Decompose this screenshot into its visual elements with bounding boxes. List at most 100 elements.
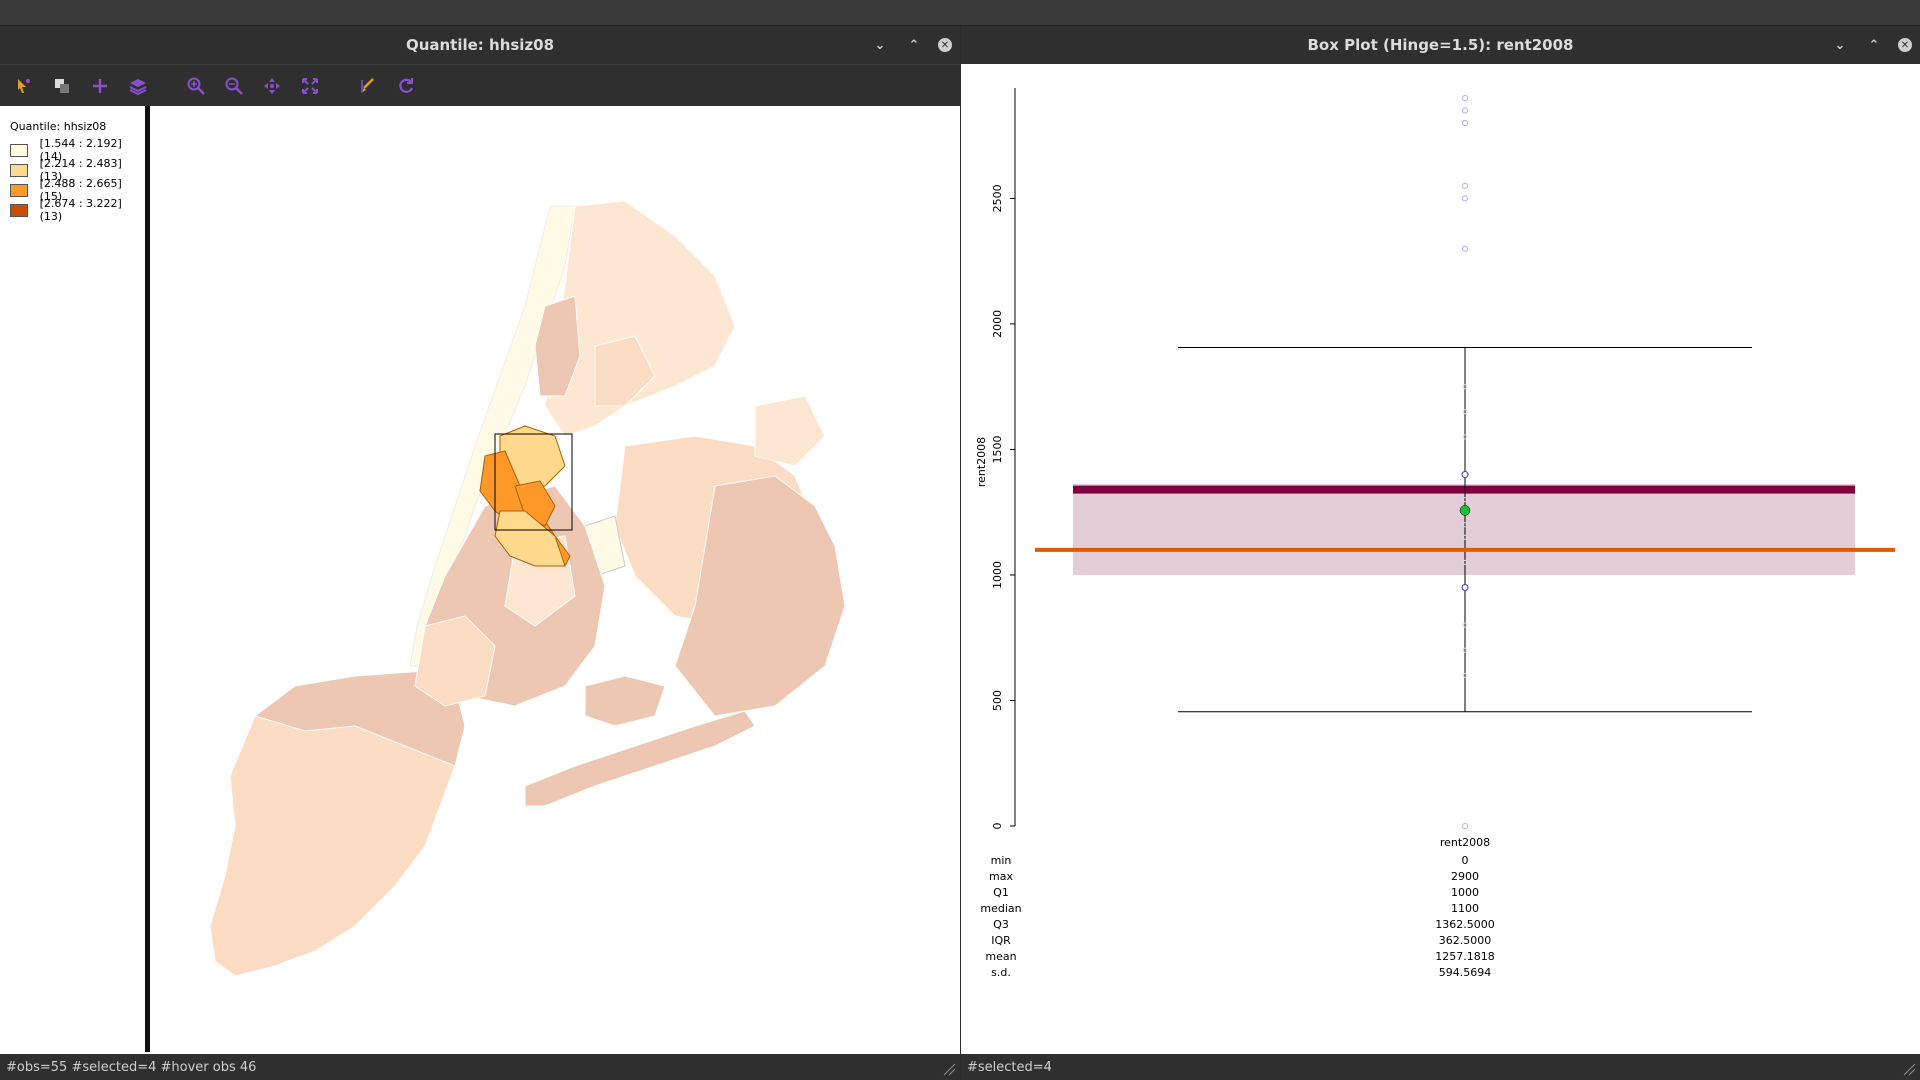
data-point[interactable] xyxy=(1462,672,1468,678)
selected-mean-band xyxy=(1073,485,1855,494)
map-region-bay-islands[interactable] xyxy=(584,675,666,727)
stat-value: 2900 xyxy=(1451,870,1479,883)
brush-icon[interactable] xyxy=(354,72,382,100)
legend-label: [2.488 : 2.665] (15) xyxy=(39,177,122,203)
selected-point[interactable] xyxy=(1461,584,1469,592)
map-window-titlebar[interactable]: Quantile: hhsiz08 ⌄ ⌃ ✕ xyxy=(0,26,960,64)
resize-grip-icon[interactable] xyxy=(1902,1062,1916,1076)
boxplot-window: Box Plot (Hinge=1.5): rent2008 ⌄ ⌃ ✕ 0 50… xyxy=(961,26,1920,1080)
legend-swatch xyxy=(10,163,28,177)
layers-icon[interactable] xyxy=(124,72,152,100)
data-points xyxy=(1461,95,1469,829)
maximize-icon[interactable]: ⌃ xyxy=(1868,37,1880,53)
data-point[interactable] xyxy=(1462,409,1468,415)
outlier-point[interactable] xyxy=(1462,245,1468,252)
y-tick-label: 0 xyxy=(991,823,1004,830)
legend-swatch xyxy=(10,183,28,197)
pan-icon[interactable] xyxy=(258,72,286,100)
legend-item[interactable]: [2.674 : 3.222] (13) xyxy=(10,197,145,223)
legend-item[interactable]: [1.544 : 2.192] (14) xyxy=(10,137,145,163)
map-region-bronx-3[interactable] xyxy=(594,335,656,407)
resize-grip-icon[interactable] xyxy=(942,1062,956,1076)
map-status-bar: #obs=55 #selected=4 #hover obs 46 xyxy=(0,1054,960,1080)
x-axis-label: rent2008 xyxy=(1440,836,1490,849)
legend-item[interactable]: [2.214 : 2.483] (13) xyxy=(10,157,145,183)
map-region-bronx-2[interactable] xyxy=(534,295,581,397)
maximize-icon[interactable]: ⌃ xyxy=(908,37,920,53)
data-point[interactable] xyxy=(1462,622,1468,628)
boxplot-status-text: #selected=4 xyxy=(967,1059,1052,1075)
legend-title: Quantile: hhsiz08 xyxy=(10,120,107,133)
y-tick-label: 2000 xyxy=(991,310,1004,338)
legend-label: [1.544 : 2.192] (14) xyxy=(39,137,122,163)
legend-swatch xyxy=(10,203,28,217)
choropleth-map-canvas[interactable] xyxy=(155,106,960,1052)
choropleth-map[interactable] xyxy=(155,106,960,1052)
stat-value: 1257.1818 xyxy=(1435,950,1495,963)
map-region-selected-4[interactable] xyxy=(494,510,566,567)
stat-label: Q1 xyxy=(993,886,1009,899)
mean-marker xyxy=(1459,505,1471,516)
select-icon[interactable] xyxy=(10,72,38,100)
legend-swatch xyxy=(10,143,28,157)
layers-select-icon[interactable] xyxy=(48,72,76,100)
map-window-title: Quantile: hhsiz08 xyxy=(405,36,555,54)
stat-label: IQR xyxy=(991,934,1011,947)
y-tick-label: 1500 xyxy=(991,435,1004,463)
outlier-point[interactable] xyxy=(1462,120,1468,127)
y-tick-label: 500 xyxy=(991,690,1004,711)
data-point[interactable] xyxy=(1462,497,1468,503)
boxplot-status-bar: #selected=4 xyxy=(961,1054,1920,1080)
map-region-rockaway[interactable] xyxy=(524,710,756,807)
y-axis-label: rent2008 xyxy=(975,437,988,487)
outlier-point[interactable] xyxy=(1462,107,1468,114)
outlier-point[interactable] xyxy=(1462,195,1468,202)
y-tick-label: 1000 xyxy=(991,561,1004,589)
close-icon[interactable]: ✕ xyxy=(1898,38,1912,52)
y-tick-label: 2500 xyxy=(991,184,1004,212)
data-point[interactable] xyxy=(1462,522,1468,528)
data-point[interactable] xyxy=(1462,434,1468,440)
boxplot-window-title: Box Plot (Hinge=1.5): rent2008 xyxy=(1307,36,1574,54)
minimize-icon[interactable]: ⌄ xyxy=(874,37,886,53)
outlier-point[interactable] xyxy=(1462,823,1468,829)
legend-label: [2.214 : 2.483] (13) xyxy=(39,157,122,183)
zoom-out-icon[interactable] xyxy=(220,72,248,100)
box-iqr[interactable] xyxy=(1073,483,1855,575)
map-legend: Quantile: hhsiz08 [1.544 : 2.192] (14) [… xyxy=(0,106,150,1052)
stat-value: 362.5000 xyxy=(1439,934,1492,947)
refresh-icon[interactable] xyxy=(392,72,420,100)
fit-extent-icon[interactable] xyxy=(296,72,324,100)
stat-value: 594.5694 xyxy=(1439,966,1492,979)
map-window: Quantile: hhsiz08 ⌄ ⌃ ✕ xyxy=(0,26,960,1080)
boxplot-chart[interactable]: 0 500 1000 1500 2000 2500 rent2008 rent2008 m… xyxy=(961,64,1920,1054)
data-point[interactable] xyxy=(1462,384,1468,390)
zoom-in-icon[interactable] xyxy=(182,72,210,100)
map-region-staten-north[interactable] xyxy=(253,670,466,767)
map-region-brooklyn-2[interactable] xyxy=(414,615,496,707)
outlier-point[interactable] xyxy=(1462,182,1468,189)
data-point[interactable] xyxy=(1462,647,1468,653)
close-icon[interactable]: ✕ xyxy=(938,38,952,52)
add-icon[interactable] xyxy=(86,72,114,100)
stat-label: mean xyxy=(985,950,1016,963)
stat-value: 1000 xyxy=(1451,886,1479,899)
selection-rectangle[interactable] xyxy=(494,433,573,531)
system-top-bar xyxy=(0,0,1920,26)
legend-item[interactable]: [2.488 : 2.665] (15) xyxy=(10,177,145,203)
map-region-queens-3[interactable] xyxy=(754,395,826,467)
selected-point[interactable] xyxy=(1461,471,1469,479)
data-point[interactable] xyxy=(1462,534,1468,540)
boxplot-window-titlebar[interactable]: Box Plot (Hinge=1.5): rent2008 ⌄ ⌃ ✕ xyxy=(961,26,1920,64)
minimize-icon[interactable]: ⌄ xyxy=(1834,37,1846,53)
stat-value: 1100 xyxy=(1451,902,1479,915)
map-region-queens-2[interactable] xyxy=(674,475,846,717)
legend-label: [2.674 : 3.222] (13) xyxy=(39,197,122,223)
data-point[interactable] xyxy=(1462,559,1468,565)
boxplot-canvas[interactable]: 0 500 1000 1500 2000 2500 rent2008 rent2008 m… xyxy=(961,64,1920,1054)
map-status-text: #obs=55 #selected=4 #hover obs 46 xyxy=(6,1059,257,1075)
stat-label: median xyxy=(980,902,1021,915)
stat-label: max xyxy=(989,870,1013,883)
outlier-point[interactable] xyxy=(1462,95,1468,101)
stat-label: min xyxy=(991,854,1012,867)
